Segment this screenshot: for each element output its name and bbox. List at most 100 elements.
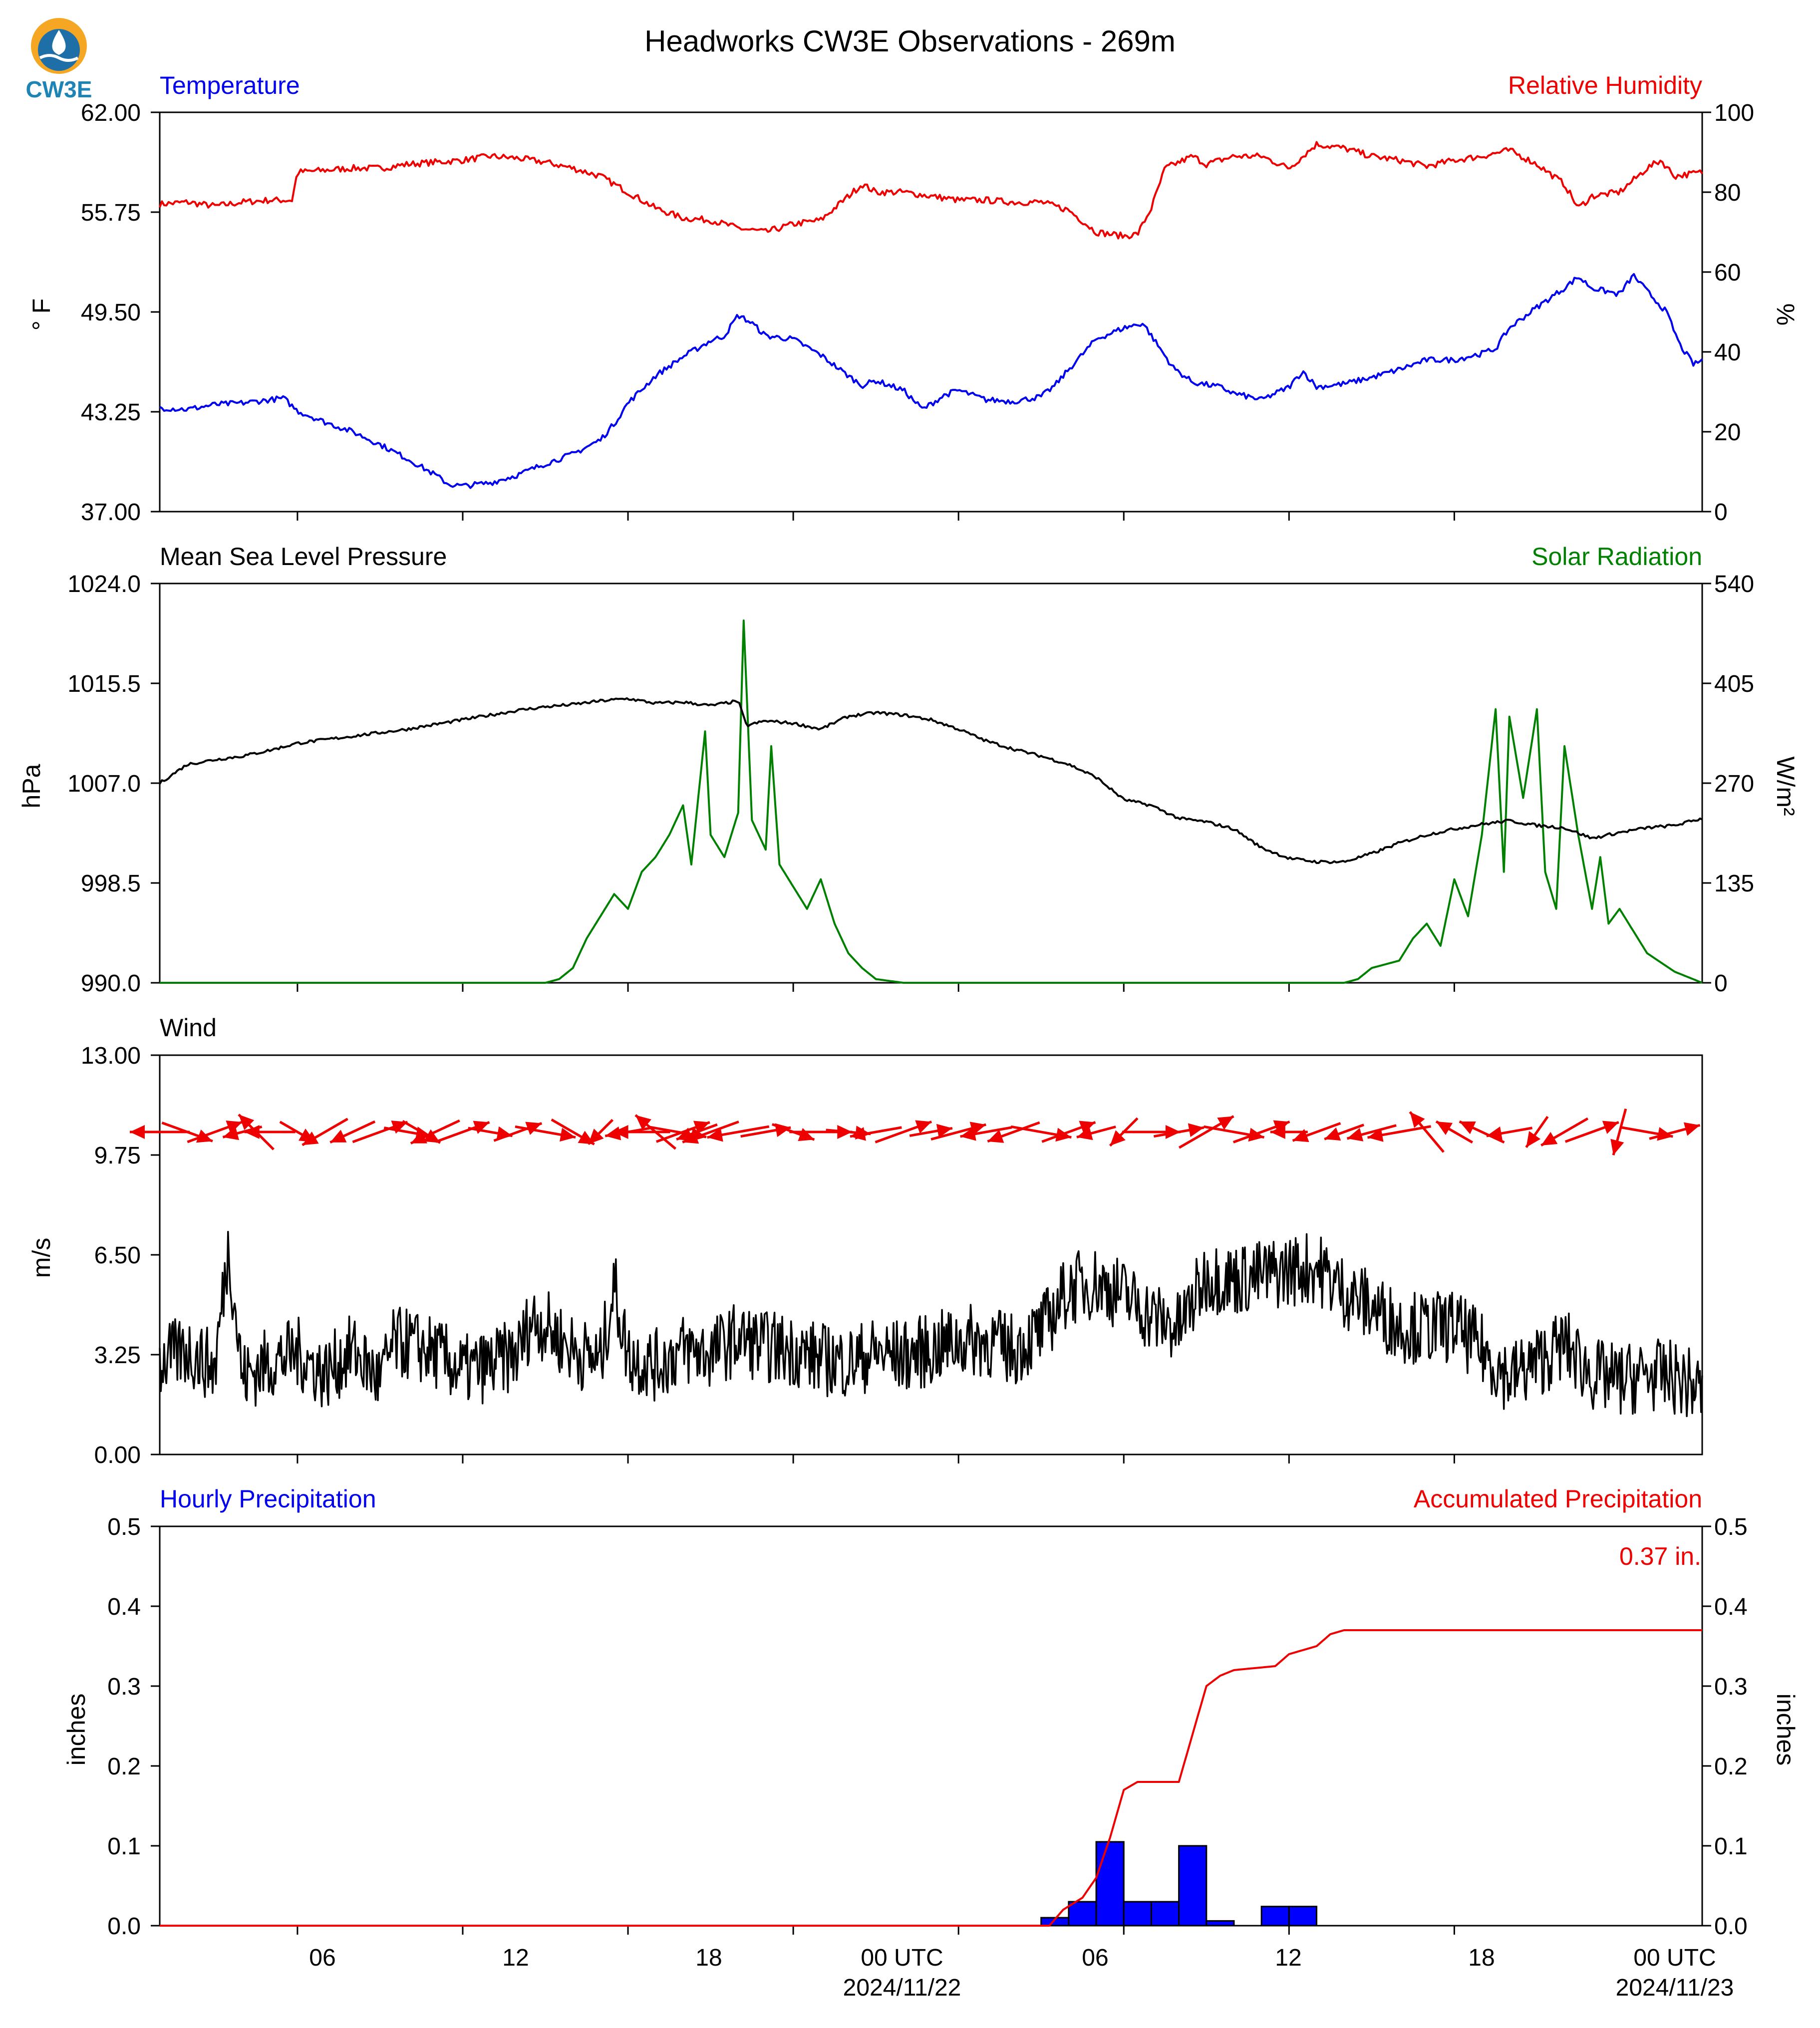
- left-tick-label: 0.0: [107, 1913, 141, 1940]
- x-tick-label: 00 UTC: [861, 1945, 943, 1971]
- left-tick-label: 62.00: [81, 100, 141, 126]
- left-tick-label: 0.00: [94, 1442, 141, 1468]
- wind-arrowhead: [302, 1131, 319, 1146]
- precip-bar: [1288, 1906, 1318, 1927]
- pres-solar-frame: [159, 582, 1703, 984]
- precip-bar: [1260, 1906, 1290, 1927]
- accumulated-precip-line: [160, 1629, 1702, 1927]
- wind-arrowhead: [613, 1125, 628, 1139]
- wind-arrowhead: [423, 1129, 440, 1143]
- left-tick-label: 0.2: [107, 1753, 141, 1780]
- wind-arrowhead: [1486, 1126, 1503, 1141]
- left-tick-label: 6.50: [94, 1242, 141, 1269]
- precip-bar: [1150, 1901, 1180, 1927]
- left-tick-label: 37.00: [81, 499, 141, 526]
- right-tick-label: 405: [1714, 671, 1754, 697]
- wind-arrowhead: [915, 1120, 932, 1134]
- temp-left-ticks: 37.00 43.25 49.50 55.75 62.00: [81, 100, 141, 526]
- right-tick-label: 0.3: [1714, 1674, 1748, 1700]
- wind-arrowhead: [588, 1129, 604, 1145]
- wind-arrowhead: [987, 1130, 1004, 1143]
- wind-arrowhead: [605, 1126, 621, 1141]
- temp-rh-frame: [159, 111, 1703, 513]
- right-tick-label: 0.2: [1714, 1753, 1748, 1780]
- solar-title: Solar Radiation: [1531, 543, 1702, 571]
- right-tick-label: 40: [1714, 339, 1741, 366]
- wind-unit: m/s: [27, 1238, 55, 1278]
- wind-arrowhead: [850, 1127, 866, 1141]
- wind-arrowhead: [223, 1127, 240, 1141]
- humidity-title: Relative Humidity: [1508, 71, 1702, 99]
- solar-unit: W/m²: [1772, 756, 1800, 816]
- right-tick-label: 20: [1714, 419, 1741, 446]
- solar-radiation-line: [160, 619, 1703, 984]
- left-tick-label: 13.00: [81, 1043, 141, 1069]
- wind-arrowhead: [1602, 1121, 1619, 1134]
- x-tick-label: 12: [1275, 1945, 1301, 1971]
- wind-arrowhead: [798, 1128, 815, 1142]
- x-axis-labels: 06 12 18 00 UTC 2024/11/22 06 12 18 00 U…: [309, 1945, 1734, 2001]
- accum-total-label: 0.37 in.: [1619, 1542, 1701, 1570]
- wind-arrowhead: [1436, 1121, 1453, 1135]
- pressure-title: Mean Sea Level Pressure: [160, 543, 447, 571]
- panel-wind: Wind m/s 0.00 3.25 6.50 9.75 13.00: [27, 1014, 217, 1468]
- wind-arrowhead: [1188, 1123, 1204, 1137]
- right-tick-label: 0.1: [1714, 1833, 1748, 1860]
- cw3e-logo: CW3E: [26, 18, 92, 102]
- temperature-unit: ° F: [27, 298, 55, 330]
- logo-drop-icon: [52, 30, 66, 55]
- temperature-line: [159, 273, 1703, 489]
- solar-right-ticks: 0 135 270 405 540: [1714, 571, 1754, 997]
- precip-left-ticks: 0.0 0.1 0.2 0.3 0.4 0.5: [107, 1514, 141, 1940]
- wind-frame: [159, 1054, 1703, 1455]
- x-date-label: 2024/11/23: [1616, 1975, 1734, 2001]
- left-tick-label: 9.75: [94, 1143, 141, 1169]
- wind-title: Wind: [160, 1014, 217, 1042]
- left-tick-label: 55.75: [81, 200, 141, 226]
- wind-arrowhead: [1347, 1128, 1364, 1142]
- rh-right-ticks: 0 20 40 60 80 100: [1714, 100, 1754, 526]
- right-tick-label: 0: [1714, 970, 1728, 997]
- figure-title: Headworks CW3E Observations - 269m: [644, 24, 1176, 58]
- precip-bar: [1206, 1920, 1235, 1927]
- left-tick-label: 43.25: [81, 399, 141, 426]
- x-tick-label: 06: [309, 1945, 335, 1971]
- x-tick-label: 18: [1468, 1945, 1495, 1971]
- right-tick-label: 0.0: [1714, 1913, 1748, 1940]
- pressure-unit: hPa: [17, 764, 45, 808]
- wind-arrowhead: [1541, 1132, 1558, 1146]
- wind-arrowhead: [960, 1127, 976, 1141]
- x-tick-label: 06: [1082, 1945, 1108, 1971]
- wind-arrowhead: [239, 1114, 255, 1130]
- right-tick-label: 135: [1714, 870, 1754, 897]
- panel-temperature-humidity: Temperature Relative Humidity ° F % 37.0…: [27, 71, 1800, 526]
- left-tick-label: 998.5: [81, 870, 141, 897]
- pressure-line: [159, 697, 1703, 865]
- right-tick-label: 80: [1714, 180, 1741, 206]
- wind-arrowhead: [244, 1125, 260, 1139]
- wind-arrowhead: [1610, 1139, 1624, 1156]
- wind-arrowhead: [1324, 1127, 1341, 1141]
- left-tick-label: 1007.0: [67, 771, 141, 797]
- wind-arrowhead: [682, 1130, 699, 1144]
- x-tick-label: 12: [502, 1945, 529, 1971]
- left-tick-label: 1024.0: [67, 571, 141, 597]
- humidity-line: [159, 141, 1703, 240]
- left-tick-label: 49.50: [81, 299, 141, 326]
- wind-arrowhead: [1526, 1131, 1541, 1148]
- accum-precip-title: Accumulated Precipitation: [1414, 1485, 1702, 1513]
- right-tick-label: 100: [1714, 100, 1754, 126]
- wind-arrowhead: [330, 1130, 347, 1143]
- wind-arrowhead: [410, 1131, 427, 1144]
- temperature-title: Temperature: [160, 71, 300, 99]
- wind-arrowhead: [1459, 1121, 1476, 1135]
- wind-left-ticks: 0.00 3.25 6.50 9.75 13.00: [81, 1043, 141, 1468]
- right-tick-label: 0.5: [1714, 1514, 1748, 1540]
- x-tick-label: 18: [695, 1945, 722, 1971]
- wind-arrowhead: [1292, 1129, 1309, 1143]
- panel-pressure-solar: Mean Sea Level Pressure Solar Radiation …: [17, 543, 1800, 997]
- logo-wave-icon: [39, 54, 79, 62]
- wind-arrowhead: [525, 1122, 542, 1135]
- wind-arrowhead: [1410, 1112, 1425, 1128]
